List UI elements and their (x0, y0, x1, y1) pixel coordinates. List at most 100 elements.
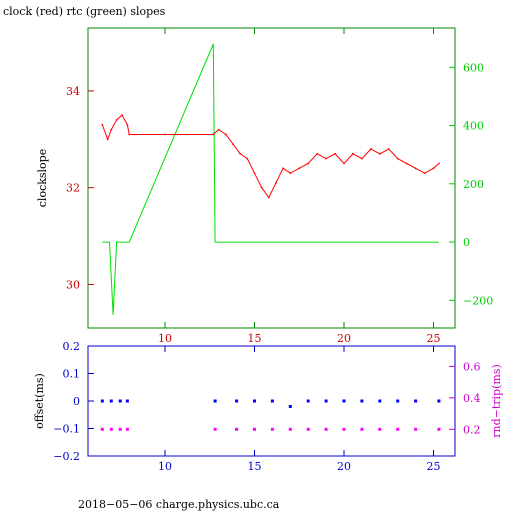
offset-point (342, 399, 346, 403)
roundtrip-point (324, 427, 328, 431)
clock-point (128, 133, 131, 136)
offset-point (288, 405, 292, 408)
clock-point (307, 162, 310, 165)
x-tick-label: 15 (247, 332, 261, 345)
offset-point (306, 399, 310, 403)
clock-point (369, 148, 372, 150)
x-tick-label: 10 (158, 332, 172, 345)
rtc-slope-line (102, 43, 439, 315)
offset-point (414, 399, 418, 403)
offset-point (396, 399, 400, 403)
clock-point (414, 167, 417, 170)
clock-point (110, 128, 113, 131)
y2-tick-label: 0.2 (463, 423, 481, 436)
clock-slope-line (101, 114, 440, 199)
clock-point (352, 152, 354, 155)
roundtrip-point (235, 427, 239, 431)
y-tick-label: 32 (66, 182, 80, 195)
y2-tick-label: 0.6 (463, 360, 481, 373)
y-tick-label: −0.2 (53, 450, 80, 463)
clock-point (126, 123, 129, 126)
clock-point (275, 181, 277, 184)
roundtrip-point (342, 427, 346, 431)
clock-point (432, 167, 435, 170)
roundtrip-point (288, 427, 292, 431)
x-tick-label: 20 (337, 460, 351, 473)
roundtrip-point (270, 427, 274, 431)
clock-point (334, 152, 336, 155)
footer-date-host: 2018−05−06 charge.physics.ubc.ca (78, 498, 280, 511)
roundtrip-point (396, 427, 400, 431)
top-panel: 10 15 20 25 30 32 34 −200 0 200 400 600 clockslope (36, 27, 493, 345)
roundtrip-point (118, 427, 122, 431)
offset-point (213, 399, 217, 403)
clock-point (298, 167, 301, 170)
offset-point (100, 399, 104, 403)
roundtrip-point (252, 427, 256, 431)
x-tick-label: 20 (337, 332, 351, 345)
clock-point (437, 162, 440, 165)
y-tick-label: 30 (66, 278, 80, 291)
x-tick-label: 10 (158, 460, 172, 473)
y-tick-label: 0.1 (63, 368, 81, 381)
y-tick-label: −0.1 (53, 423, 80, 436)
y-tick-label: 34 (66, 85, 80, 98)
clock-point (343, 162, 345, 165)
clock-point (423, 172, 426, 175)
offset-point (270, 399, 274, 403)
clock-point (164, 133, 166, 136)
y-tick-label: 0 (73, 395, 80, 408)
y2-tick-label: 200 (463, 178, 484, 191)
offset-point (252, 399, 256, 403)
bottom-panel: 10 15 20 25 −0.2 −0.1 0 0.1 0.2 0.2 0.4 0.6 offset(m… (33, 340, 503, 473)
y-axis-label: clockslope (36, 149, 49, 207)
clock-point (121, 114, 123, 116)
offset-point (378, 399, 382, 403)
roundtrip-point (414, 427, 418, 431)
y2-tick-label: 400 (463, 120, 484, 133)
clock-point (378, 152, 381, 155)
y2-tick-label: −200 (463, 294, 493, 307)
roundtrip-point (100, 427, 104, 431)
roundtrip-point (360, 427, 364, 431)
clock-point (316, 152, 319, 155)
y-tick-label: 0.2 (63, 340, 81, 353)
clock-point (224, 133, 227, 136)
x-tick-label: 25 (427, 460, 441, 473)
roundtrip-point (437, 427, 441, 431)
clock-point (239, 152, 242, 155)
y-axis-label: offset(ms) (33, 373, 46, 429)
roundtrip-point (378, 427, 382, 431)
y2-tick-label: 600 (463, 61, 484, 74)
clock-point (253, 172, 256, 175)
clock-point (232, 143, 234, 146)
clock-point (217, 128, 220, 131)
clock-point (212, 133, 215, 136)
clock-point (282, 167, 285, 170)
chart-title: clock (red) rtc (green) slopes (3, 5, 166, 18)
plot-frame (87, 27, 456, 329)
x-tick-label: 25 (427, 332, 441, 345)
offset-point (360, 399, 364, 403)
clock-point (260, 186, 263, 189)
roundtrip-point (213, 427, 217, 431)
clock-point (246, 157, 249, 160)
clock-point (361, 157, 363, 160)
offset-point (118, 399, 122, 403)
x-tick-label: 15 (247, 460, 261, 473)
roundtrip-point (125, 427, 129, 431)
clock-point (106, 138, 109, 141)
offset-point (437, 399, 441, 403)
clock-point (101, 123, 104, 126)
y2-tick-label: 0 (463, 236, 470, 249)
clock-point (115, 119, 118, 121)
clock-point (405, 162, 408, 165)
clock-point (396, 157, 399, 160)
roundtrip-point (306, 427, 310, 431)
offset-point (125, 399, 129, 403)
clock-point (289, 172, 292, 175)
y2-tick-label: 0.4 (463, 392, 481, 405)
clock-point (325, 157, 328, 160)
roundtrip-point (109, 427, 113, 431)
